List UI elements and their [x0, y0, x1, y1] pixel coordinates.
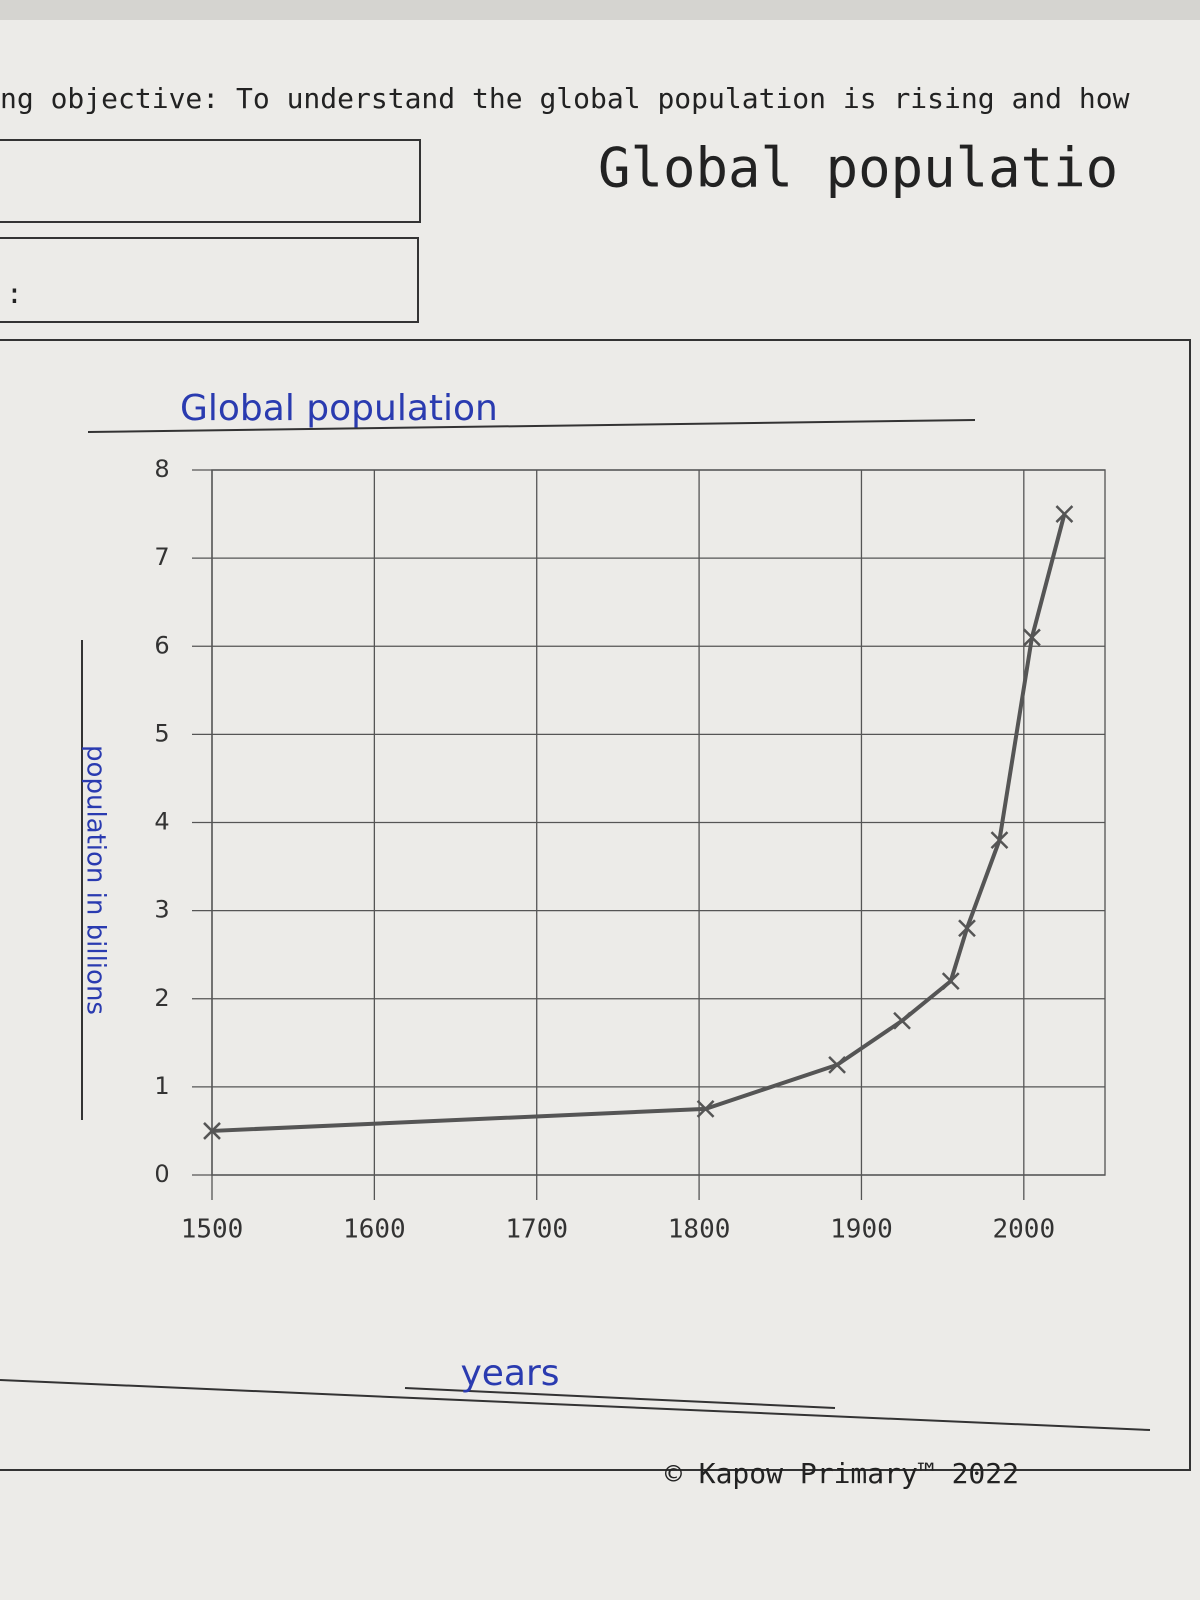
x-label-line [404, 1387, 836, 1409]
data-point [893, 1011, 911, 1030]
x-tick-label: 2000 [993, 1215, 1056, 1245]
y-tick-label: 8 [154, 455, 169, 483]
data-point [1023, 628, 1041, 647]
data-point [958, 919, 976, 938]
plot: 0 1 2 3 4 5 6 7 8 1500 1600 1700 1800 1900 2000 [154, 455, 1106, 1245]
data-point [990, 831, 1009, 850]
field-label: : [6, 277, 23, 310]
x-tick-label: 1900 [830, 1215, 893, 1245]
y-tick-label: 1 [154, 1072, 169, 1100]
y-axis-label: population in billions [81, 745, 111, 1015]
data-point [941, 972, 960, 991]
y-tick-label: 7 [154, 543, 169, 571]
x-label-line-long [0, 1379, 1151, 1431]
y-tick-label: 0 [154, 1160, 169, 1188]
y-tick-label: 2 [154, 984, 169, 1012]
chart-frame [0, 339, 1191, 1471]
data-point [203, 1122, 221, 1140]
x-tick-label: 1500 [181, 1215, 244, 1245]
chart-title: Global population [180, 388, 498, 429]
date-box [0, 237, 419, 323]
data-point [696, 1100, 715, 1118]
x-axis-label: years [460, 1353, 559, 1394]
y-tick-label: 4 [154, 808, 169, 836]
x-tick-label: 1800 [668, 1215, 731, 1245]
footer: © Kapow Primary™ 2022 [665, 1457, 1019, 1490]
paper-edge [0, 0, 1200, 20]
title-line [87, 419, 976, 433]
y-tick-label: 3 [154, 896, 169, 924]
data-point [1055, 505, 1074, 523]
y-tick-label: 6 [154, 631, 169, 659]
heading: Global populatio [598, 137, 1118, 200]
data-point [828, 1055, 846, 1074]
y-tick-label: 5 [154, 719, 169, 747]
name-box [0, 139, 421, 223]
x-tick-label: 1700 [505, 1215, 568, 1245]
x-tick-label: 1600 [343, 1215, 406, 1245]
objective: ng objective: To understand the global p… [0, 82, 1130, 115]
